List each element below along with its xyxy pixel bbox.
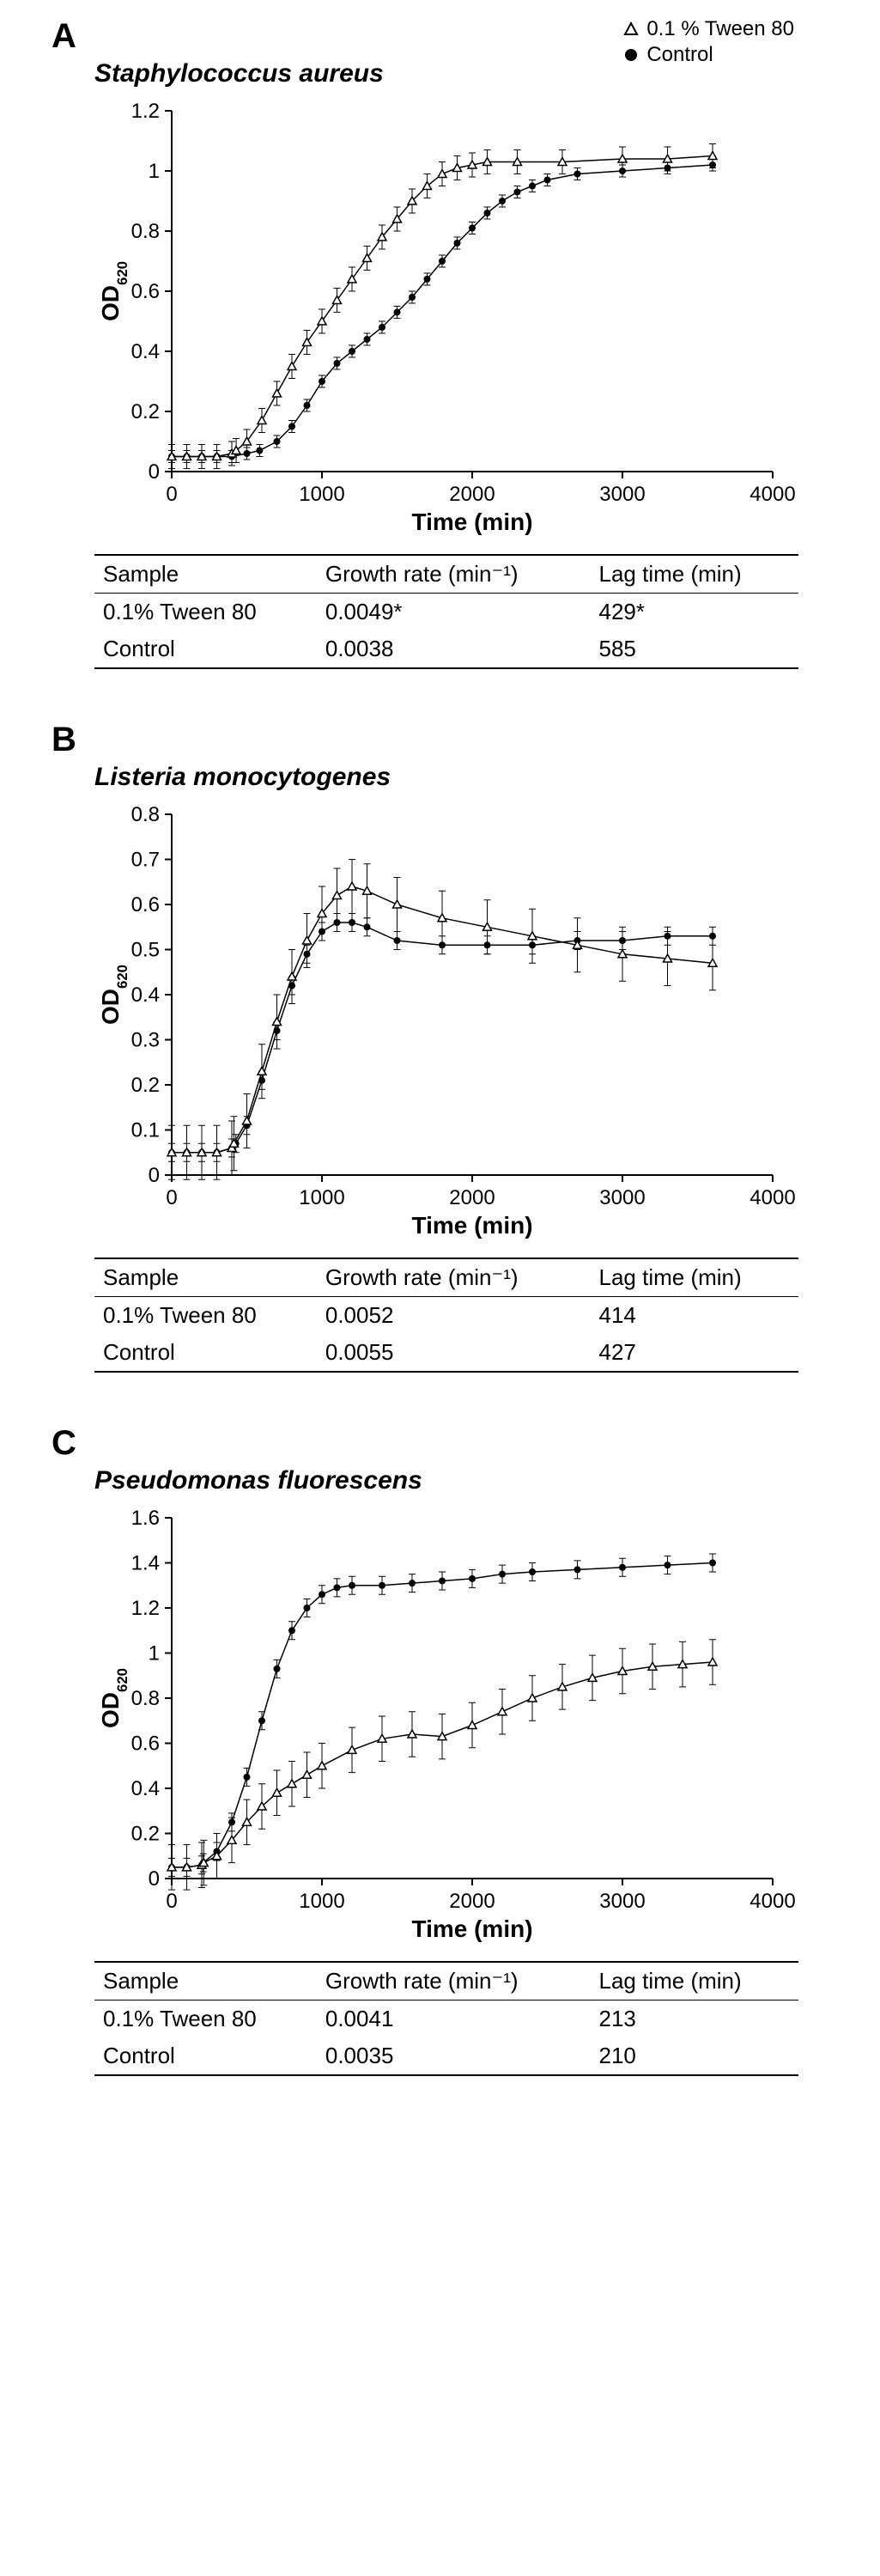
svg-text:3000: 3000: [599, 483, 645, 506]
table-row: Control0.0055427: [94, 1334, 798, 1372]
svg-text:0.6: 0.6: [131, 280, 160, 303]
table-cell: Control: [94, 2037, 317, 2075]
svg-text:0.8: 0.8: [131, 220, 160, 243]
table-header: Growth rate (min⁻¹): [317, 555, 591, 594]
table-cell: 427: [591, 1334, 798, 1372]
svg-text:3000: 3000: [599, 1890, 645, 1913]
svg-text:0.4: 0.4: [131, 1777, 160, 1800]
table-cell: Control: [94, 630, 317, 668]
svg-text:1.6: 1.6: [131, 1507, 160, 1530]
svg-text:0.3: 0.3: [131, 1029, 160, 1052]
svg-text:0.4: 0.4: [131, 340, 160, 363]
svg-text:0.7: 0.7: [131, 849, 160, 872]
table-cell: 0.0055: [317, 1334, 591, 1372]
table-row: Control0.0038585: [94, 630, 798, 668]
table-cell: Control: [94, 1334, 317, 1372]
svg-text:0.4: 0.4: [131, 984, 160, 1007]
svg-text:1000: 1000: [299, 1890, 344, 1913]
table-cell: 0.1% Tween 80: [94, 1297, 317, 1335]
svg-text:0: 0: [166, 483, 177, 506]
table-row: 0.1% Tween 800.0041213: [94, 2001, 798, 2038]
params-table: SampleGrowth rate (min⁻¹)Lag time (min)0…: [94, 1961, 798, 2076]
table-header: Growth rate (min⁻¹): [317, 1258, 591, 1297]
table-row: Control0.0035210: [94, 2037, 798, 2075]
table-header: Lag time (min): [591, 1258, 798, 1297]
table-row: 0.1% Tween 800.0049*429*: [94, 594, 798, 631]
svg-text:0: 0: [149, 1867, 160, 1891]
svg-text:0.6: 0.6: [131, 893, 160, 917]
chart-legend: 0.1 % Tween 80Control: [622, 17, 794, 69]
legend-label: 0.1 % Tween 80: [646, 17, 794, 41]
table-cell: 0.0038: [317, 630, 591, 668]
svg-text:4000: 4000: [750, 1186, 795, 1209]
svg-text:1.2: 1.2: [131, 100, 160, 123]
svg-text:2000: 2000: [449, 1890, 495, 1913]
table-cell: 414: [591, 1297, 798, 1335]
svg-text:0.2: 0.2: [131, 1823, 160, 1846]
svg-text:0.1: 0.1: [131, 1119, 160, 1142]
svg-text:1.2: 1.2: [131, 1597, 160, 1620]
panel-C: C Pseudomonas fluorescens 0 1000 2000 3000 400…: [52, 1424, 828, 2076]
svg-text:0: 0: [149, 460, 160, 484]
svg-text:0.2: 0.2: [131, 1074, 160, 1097]
panel-B: B Listeria monocytogenes 0 1000 2000 3000 4000…: [52, 721, 828, 1373]
svg-text:0.8: 0.8: [131, 1687, 160, 1710]
svg-text:3000: 3000: [599, 1186, 645, 1209]
params-table: SampleGrowth rate (min⁻¹)Lag time (min)0…: [94, 1258, 798, 1373]
svg-text:1: 1: [149, 160, 160, 183]
circle-marker-icon: [622, 46, 640, 64]
table-header: Lag time (min): [591, 555, 798, 594]
table-cell: 0.0052: [317, 1297, 591, 1335]
panel-A: A0.1 % Tween 80ControlStaphylococcus aur…: [52, 17, 828, 669]
table-header: Growth rate (min⁻¹): [317, 1962, 591, 2001]
legend-label: Control: [646, 43, 713, 67]
svg-text:1: 1: [149, 1642, 160, 1666]
svg-text:0.5: 0.5: [131, 939, 160, 962]
table-cell: 429*: [591, 594, 798, 631]
params-table: SampleGrowth rate (min⁻¹)Lag time (min)0…: [94, 554, 798, 669]
svg-text:4000: 4000: [750, 1890, 795, 1913]
table-header: Sample: [94, 555, 317, 594]
table-header: Lag time (min): [591, 1962, 798, 2001]
table-header: Sample: [94, 1258, 317, 1297]
svg-text:2000: 2000: [449, 1186, 495, 1209]
table-row: 0.1% Tween 800.0052414: [94, 1297, 798, 1335]
species-title: Listeria monocytogenes: [94, 763, 828, 792]
svg-text:1000: 1000: [299, 1186, 344, 1209]
svg-text:1000: 1000: [299, 483, 344, 506]
table-cell: 0.1% Tween 80: [94, 594, 317, 631]
svg-text:Time (min): Time (min): [411, 1915, 532, 1942]
svg-text:0.8: 0.8: [131, 803, 160, 826]
table-cell: 0.0035: [317, 2037, 591, 2075]
svg-text:0: 0: [149, 1164, 160, 1187]
table-cell: 0.0049*: [317, 594, 591, 631]
svg-text:4000: 4000: [750, 483, 795, 506]
svg-text:0.6: 0.6: [131, 1733, 160, 1756]
table-header: Sample: [94, 1962, 317, 2001]
triangle-marker-icon: [622, 21, 640, 38]
growth-chart: 0 1000 2000 3000 4000 0 0.2 0.4 0.6 0.8 1 1.2 1.4 1.6…: [94, 1501, 798, 1947]
growth-chart: 0 1000 2000 3000 4000 0 0.2 0.4 0.6 0.8 1 1.2 Time (…: [94, 94, 798, 540]
svg-text:0: 0: [166, 1890, 177, 1913]
svg-text:Time (min): Time (min): [411, 509, 532, 535]
panel-letter: C: [52, 1424, 828, 1463]
svg-text:0: 0: [166, 1186, 177, 1209]
table-cell: 0.0041: [317, 2001, 591, 2038]
table-cell: 213: [591, 2001, 798, 2038]
svg-text:0.2: 0.2: [131, 400, 160, 423]
panel-letter: B: [52, 721, 828, 759]
species-title: Pseudomonas fluorescens: [94, 1466, 828, 1495]
svg-text:1.4: 1.4: [131, 1552, 160, 1575]
table-cell: 0.1% Tween 80: [94, 2001, 317, 2038]
svg-text:Time (min): Time (min): [411, 1212, 532, 1239]
table-cell: 585: [591, 630, 798, 668]
growth-chart: 0 1000 2000 3000 4000 0 0.1 0.2 0.3 0.4 0.5 0.6 0.7 0…: [94, 797, 798, 1244]
svg-text:2000: 2000: [449, 483, 495, 506]
table-cell: 210: [591, 2037, 798, 2075]
